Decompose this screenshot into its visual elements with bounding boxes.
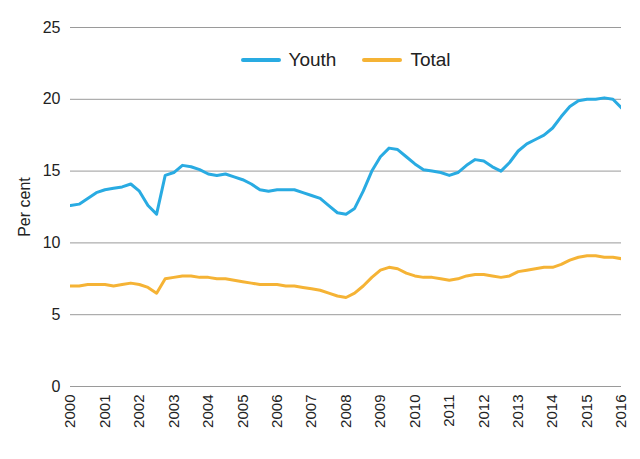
svg-text:2016: 2016 bbox=[612, 395, 629, 428]
svg-text:2011: 2011 bbox=[440, 395, 457, 427]
svg-text:2004: 2004 bbox=[199, 395, 216, 428]
html-text:Total: Total bbox=[410, 49, 451, 70]
svg-text:25: 25 bbox=[43, 19, 61, 36]
svg-text:Per cent: Per cent bbox=[16, 177, 33, 237]
svg-text:10: 10 bbox=[43, 234, 61, 251]
svg-text:2009: 2009 bbox=[371, 395, 388, 428]
svg-text:2001: 2001 bbox=[96, 395, 113, 428]
svg-text:2000: 2000 bbox=[61, 395, 78, 428]
svg-text:2007: 2007 bbox=[302, 395, 319, 428]
svg-text:2010: 2010 bbox=[406, 395, 423, 428]
svg-text:2005: 2005 bbox=[233, 395, 250, 428]
svg-text:2014: 2014 bbox=[543, 395, 560, 428]
svg-text:2015: 2015 bbox=[578, 395, 595, 428]
svg-text:2002: 2002 bbox=[130, 395, 147, 428]
svg-text:15: 15 bbox=[43, 162, 61, 179]
html-text:Youth: Youth bbox=[288, 49, 337, 70]
svg-text:2006: 2006 bbox=[268, 395, 285, 428]
svg-text:2003: 2003 bbox=[165, 395, 182, 428]
svg-text:5: 5 bbox=[52, 306, 61, 323]
svg-text:2012: 2012 bbox=[475, 395, 492, 428]
svg-text:0: 0 bbox=[52, 378, 61, 395]
svg-text:2013: 2013 bbox=[509, 395, 526, 428]
svg-text:2008: 2008 bbox=[337, 395, 354, 428]
svg-text:20: 20 bbox=[43, 90, 61, 107]
